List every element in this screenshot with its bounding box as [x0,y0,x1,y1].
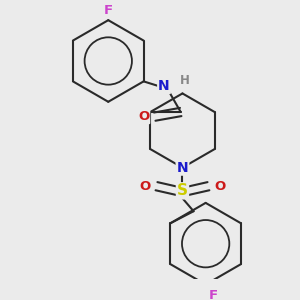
Text: F: F [208,289,217,300]
Text: N: N [158,79,170,93]
Text: S: S [177,183,188,198]
Text: O: O [140,180,151,193]
Text: O: O [214,180,225,193]
Text: F: F [104,4,113,17]
Text: H: H [179,74,189,87]
Text: N: N [177,160,188,175]
Text: O: O [138,110,149,123]
